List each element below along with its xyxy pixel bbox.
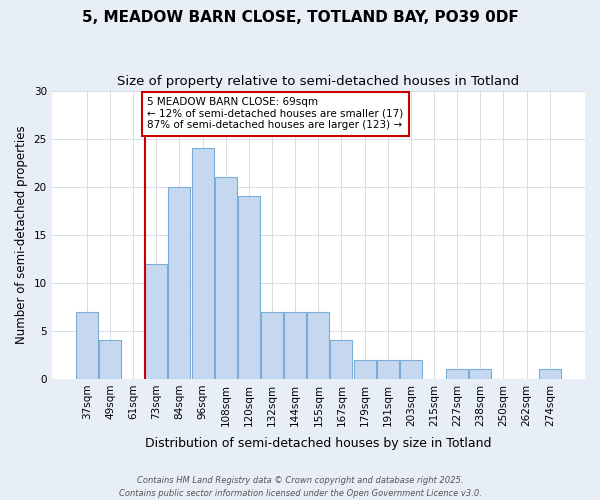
Bar [215,177,237,379]
Title: Size of property relative to semi-detached houses in Totland: Size of property relative to semi-detach… [117,75,520,88]
Bar [169,186,190,379]
Bar [261,312,283,379]
Text: Contains HM Land Registry data © Crown copyright and database right 2025.
Contai: Contains HM Land Registry data © Crown c… [119,476,481,498]
Bar [539,370,561,379]
Bar [307,312,329,379]
Bar [284,312,306,379]
Bar [99,340,121,379]
Text: 5 MEADOW BARN CLOSE: 69sqm
← 12% of semi-detached houses are smaller (17)
87% of: 5 MEADOW BARN CLOSE: 69sqm ← 12% of semi… [147,98,403,130]
Bar [238,196,260,379]
Bar [145,264,167,379]
Bar [191,148,214,379]
Bar [446,370,468,379]
Bar [469,370,491,379]
Bar [76,312,98,379]
Bar [377,360,399,379]
X-axis label: Distribution of semi-detached houses by size in Totland: Distribution of semi-detached houses by … [145,437,491,450]
Y-axis label: Number of semi-detached properties: Number of semi-detached properties [15,126,28,344]
Bar [400,360,422,379]
Bar [331,340,352,379]
Text: 5, MEADOW BARN CLOSE, TOTLAND BAY, PO39 0DF: 5, MEADOW BARN CLOSE, TOTLAND BAY, PO39 … [82,10,518,25]
Bar [353,360,376,379]
